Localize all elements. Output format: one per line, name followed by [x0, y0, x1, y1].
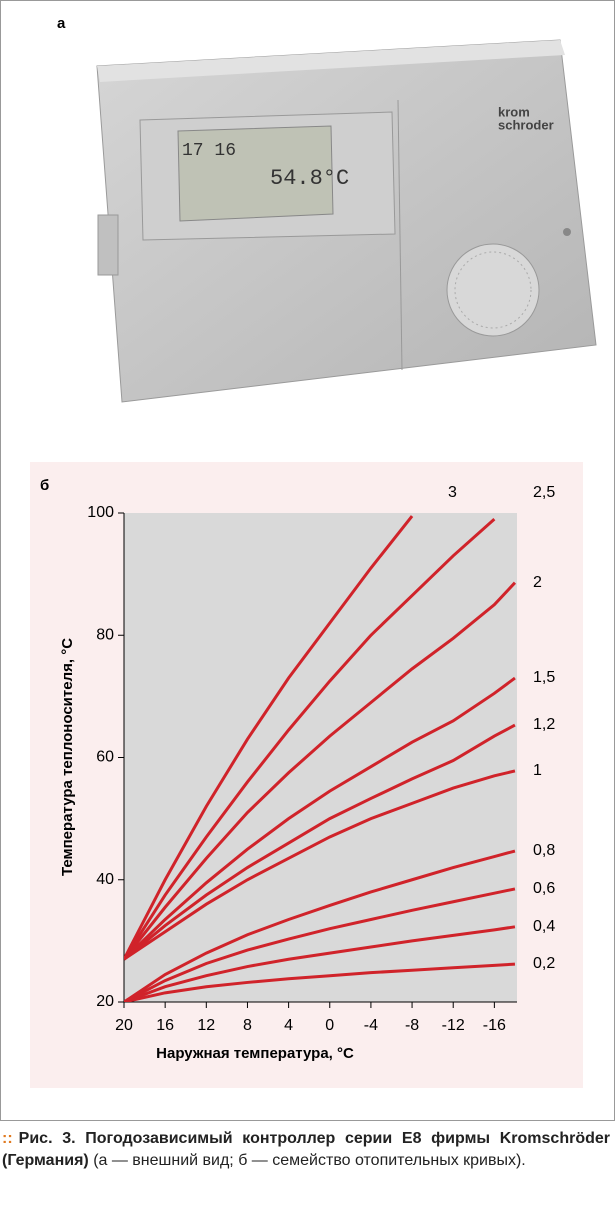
caption-marker: :: [2, 1130, 13, 1147]
brand: schroder [498, 117, 554, 132]
legend-label: 0,8 [533, 842, 555, 859]
curve [124, 887, 516, 1002]
lcd-time: 17 16 [182, 141, 236, 161]
x-tick-label: -8 [405, 1017, 419, 1034]
curve [124, 517, 496, 961]
panel-label: а [57, 15, 66, 32]
curve [124, 723, 516, 961]
panel-label: б [40, 477, 49, 494]
y-axis-label: Температура теплоносителя, °C [59, 638, 76, 876]
x-tick-label: 16 [156, 1017, 174, 1034]
x-tick-label: 12 [197, 1017, 215, 1034]
y-tick-label: 20 [96, 993, 114, 1010]
y-tick-label: 80 [96, 626, 114, 643]
legend-label: 0,4 [533, 918, 555, 935]
curve [124, 515, 414, 960]
curve [124, 925, 516, 1002]
y-tick-label: 100 [87, 504, 114, 521]
device: 17 16 54.8°C krom schroder [96, 39, 597, 403]
caption: :: Рис. 3. Погодозависимый контроллер сер… [2, 1128, 610, 1172]
x-tick-label: 20 [115, 1017, 133, 1034]
legend-label: 1 [533, 762, 542, 779]
legend-label: 2 [533, 574, 542, 591]
legend-label: 1,5 [533, 669, 555, 686]
curve [124, 676, 516, 961]
legend-label: 0,2 [533, 955, 555, 972]
x-tick-label: 0 [325, 1017, 334, 1034]
caption-lead: Рис. 3. Погодозависимый контроллер серии… [2, 1130, 610, 1169]
lcd-temp: 54.8°C [270, 166, 349, 191]
legend-label: 3 [448, 484, 457, 501]
figure: а 17 16 54.8°C krom schroder б Наружная … [0, 0, 615, 1121]
brand: krom [498, 104, 530, 119]
x-tick-label: 4 [284, 1017, 293, 1034]
curve [124, 581, 517, 961]
x-tick-label: -16 [483, 1017, 506, 1034]
legend-label: 1,2 [533, 716, 555, 733]
curve [124, 962, 516, 1002]
plot-area [124, 513, 517, 1002]
y-tick-label: 60 [96, 749, 114, 766]
curve [124, 849, 516, 1002]
x-tick-label: 8 [243, 1017, 252, 1034]
caption-text: (а — внешний вид; б — семейство отопител… [93, 1152, 526, 1169]
x-tick-label: -12 [442, 1017, 465, 1034]
y-tick-label: 40 [96, 871, 114, 888]
x-tick-label: -4 [364, 1017, 378, 1034]
curve [124, 769, 516, 961]
x-axis-label: Наружная температура, °C [156, 1045, 354, 1062]
legend-label: 2,5 [533, 484, 555, 501]
legend-label: 0,6 [533, 880, 555, 897]
